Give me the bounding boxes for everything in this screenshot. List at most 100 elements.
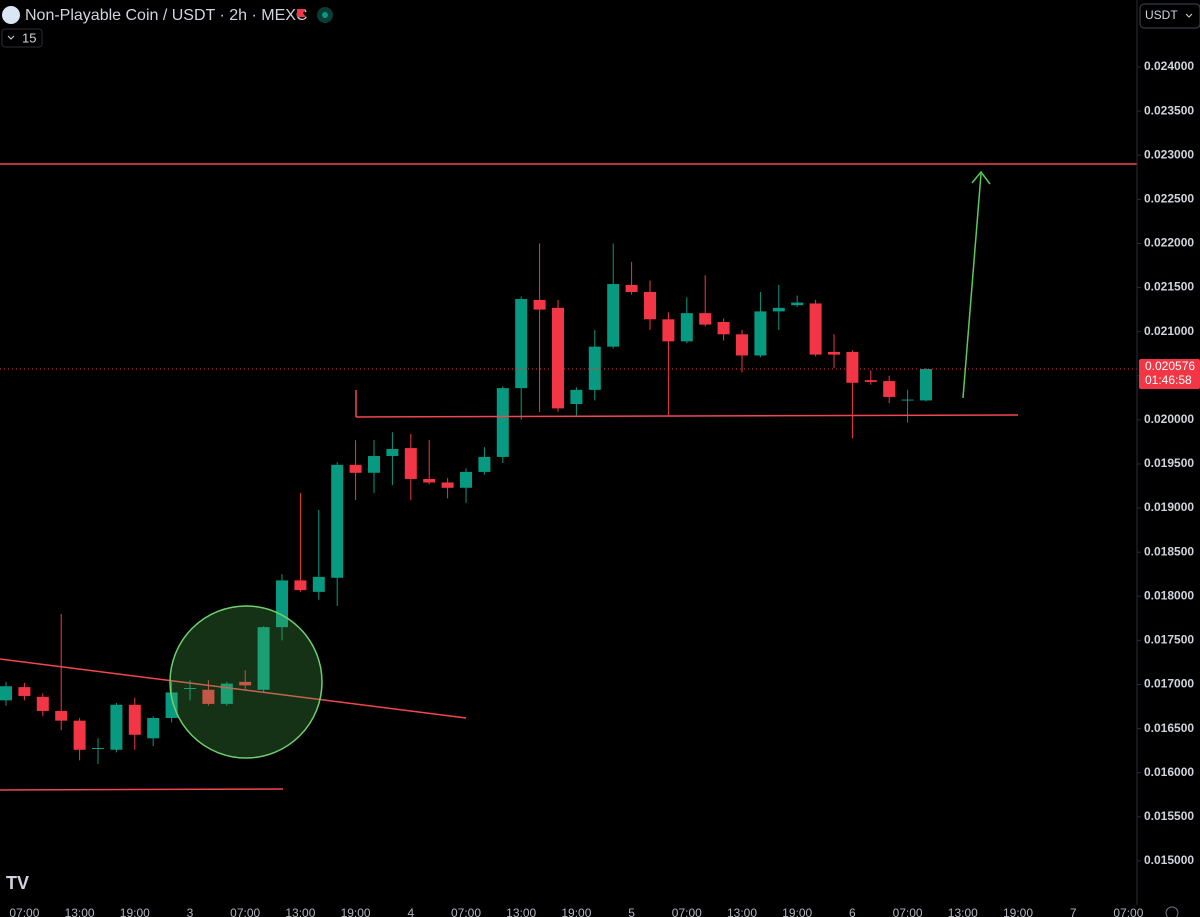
candle-body — [312, 576, 325, 592]
x-tick-label: 07:00 — [672, 906, 702, 917]
candle-body — [349, 464, 362, 473]
x-tick-label: 13:00 — [506, 906, 536, 917]
candle-body — [478, 456, 491, 472]
indicator-count: 15 — [22, 30, 36, 45]
candle-body — [607, 284, 620, 347]
candle-body — [496, 388, 509, 457]
x-tick-label: 19:00 — [341, 906, 371, 917]
candle-body — [515, 299, 528, 389]
last-price-label: 0.020576 — [1145, 359, 1195, 373]
x-tick-label: 19:00 — [782, 906, 812, 917]
candle-body — [644, 291, 656, 320]
arrow-head — [971, 170, 991, 185]
candle-body — [736, 334, 748, 356]
candle-body — [257, 627, 270, 690]
candle-body — [864, 380, 877, 382]
x-tick-label: 4 — [407, 906, 414, 917]
candle-body — [165, 692, 178, 719]
candle-body — [920, 369, 932, 401]
tv-logo: TV — [6, 873, 29, 893]
settings-icon[interactable] — [1165, 906, 1179, 917]
y-tick-label: 0.022000 — [1144, 236, 1194, 250]
x-tick-label: 13:00 — [727, 906, 757, 917]
candle-body — [36, 696, 49, 711]
candle-body — [460, 471, 472, 488]
candle-body — [404, 448, 417, 479]
candle-body — [662, 319, 675, 342]
y-tick-label: 0.021500 — [1144, 280, 1194, 294]
y-tick-label: 0.015500 — [1144, 809, 1194, 823]
x-tick-label: 07:00 — [893, 906, 923, 917]
x-tick-label: 19:00 — [1003, 906, 1033, 917]
x-tick-label: 7 — [1070, 906, 1077, 917]
candle-body — [828, 351, 840, 355]
candle-body — [147, 718, 160, 739]
x-tick-label: 07:00 — [9, 906, 39, 917]
candle-body — [92, 747, 104, 749]
candle-body — [901, 399, 914, 401]
candle-body — [680, 313, 693, 342]
x-tick-label: 07:00 — [451, 906, 481, 917]
candle-body — [202, 689, 215, 704]
candle-body — [754, 311, 767, 356]
coin-icon — [2, 6, 20, 24]
candle-body — [772, 307, 785, 312]
candle-body — [0, 686, 12, 701]
y-tick-label: 0.024000 — [1144, 59, 1194, 73]
candle-body — [18, 687, 31, 696]
y-tick-label: 0.016500 — [1144, 721, 1194, 735]
candle-body — [423, 478, 436, 483]
y-tick-label: 0.022500 — [1144, 192, 1194, 206]
candle-body — [846, 351, 859, 383]
x-tick-label: 3 — [187, 906, 194, 917]
y-tick-label: 0.018500 — [1144, 544, 1194, 558]
candle-body — [184, 688, 196, 690]
x-tick-label: 07:00 — [1113, 906, 1143, 917]
y-tick-label: 0.018000 — [1144, 588, 1194, 602]
indicator-toggle[interactable] — [1, 28, 43, 48]
symbol-title: Non-Playable Coin / USDT · 2h · MEXC — [25, 7, 307, 24]
candle-body — [791, 302, 804, 306]
currency-chevron — [1185, 13, 1193, 18]
y-tick-label: 0.016000 — [1144, 765, 1194, 779]
y-tick-label: 0.015000 — [1144, 853, 1194, 867]
candle-body — [239, 681, 252, 686]
currency-label: USDT — [1145, 8, 1178, 22]
candle-body — [809, 303, 822, 355]
highlight-circle — [169, 605, 323, 759]
status-dot — [322, 12, 328, 18]
flag-icon[interactable] — [297, 9, 306, 17]
candle-body — [331, 464, 344, 578]
drawings — [0, 163, 1137, 791]
trend-line — [0, 658, 467, 719]
currency-select[interactable] — [1139, 3, 1200, 29]
candle-body — [699, 313, 712, 325]
y-tick-label: 0.021000 — [1144, 324, 1194, 338]
x-tick-label: 13:00 — [285, 906, 315, 917]
x-tick-label: 5 — [628, 906, 635, 917]
candle-body — [294, 580, 307, 591]
chevron — [7, 35, 15, 40]
candle-body — [883, 381, 896, 397]
candle-body — [73, 720, 86, 750]
candle-body — [552, 307, 564, 409]
y-tick-label: 0.023500 — [1144, 103, 1194, 117]
candle-body — [386, 448, 399, 457]
candle-body — [625, 284, 638, 292]
countdown-label: 01:46:58 — [1145, 373, 1192, 387]
y-tick-label: 0.019000 — [1144, 500, 1194, 514]
support-line — [355, 414, 1019, 418]
candle-body — [588, 346, 601, 390]
candle-body — [441, 482, 454, 488]
y-tick-label: 0.017000 — [1144, 677, 1194, 691]
y-tick-label: 0.019500 — [1144, 456, 1194, 470]
candle-body — [55, 710, 68, 721]
x-tick-label: 6 — [849, 906, 856, 917]
y-tick-label: 0.017500 — [1144, 633, 1194, 647]
candle-body — [717, 321, 730, 335]
x-tick-label: 19:00 — [561, 906, 591, 917]
lower-line — [0, 788, 284, 791]
candle-body — [570, 389, 583, 404]
